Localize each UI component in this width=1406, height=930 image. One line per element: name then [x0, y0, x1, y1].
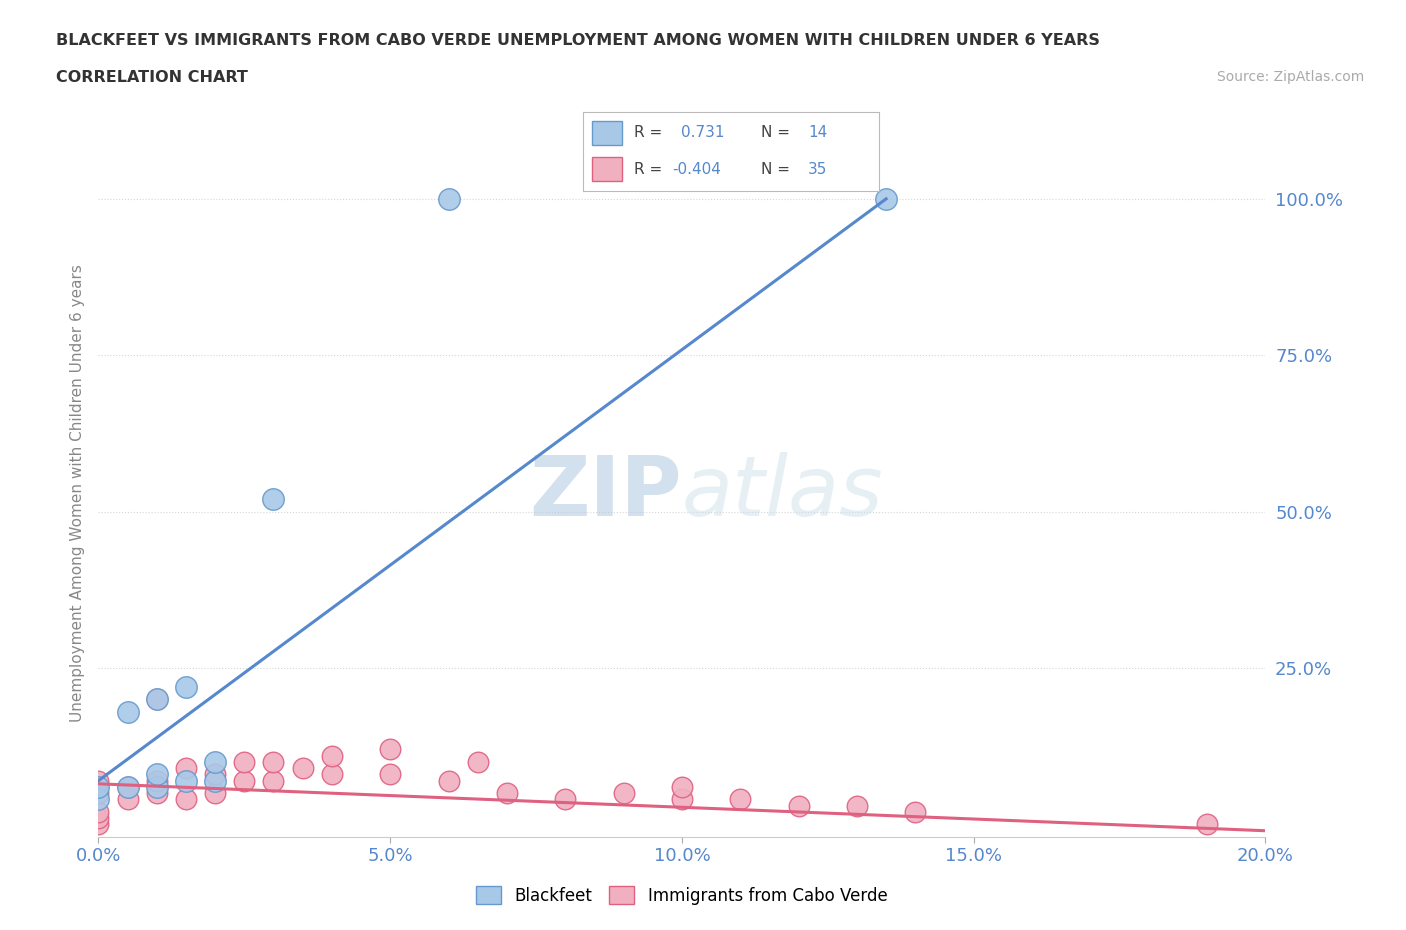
Point: [87, 779, 110, 794]
Point: [204, 767, 226, 782]
Text: R =: R =: [634, 126, 662, 140]
Point: [174, 761, 197, 776]
Point: [174, 792, 197, 807]
Text: BLACKFEET VS IMMIGRANTS FROM CABO VERDE UNEMPLOYMENT AMONG WOMEN WITH CHILDREN U: BLACKFEET VS IMMIGRANTS FROM CABO VERDE …: [56, 33, 1099, 47]
Point: [262, 773, 284, 788]
Point: [554, 792, 576, 807]
Bar: [592, 157, 621, 181]
Point: [1195, 817, 1218, 832]
Y-axis label: Unemployment Among Women with Children Under 6 years: Unemployment Among Women with Children U…: [69, 264, 84, 722]
Point: [204, 786, 226, 801]
Text: atlas: atlas: [682, 452, 883, 534]
Text: ZIP: ZIP: [530, 452, 682, 534]
Text: N =: N =: [761, 162, 790, 177]
Bar: [592, 121, 621, 145]
Point: [87, 804, 110, 819]
Text: 14: 14: [808, 126, 827, 140]
Point: [671, 792, 693, 807]
Text: -0.404: -0.404: [672, 162, 721, 177]
Point: [146, 767, 169, 782]
Point: [117, 792, 139, 807]
Point: [87, 773, 110, 788]
Point: [671, 779, 693, 794]
Text: CORRELATION CHART: CORRELATION CHART: [56, 70, 247, 85]
Point: [321, 749, 343, 764]
Point: [612, 786, 634, 801]
Point: [146, 773, 169, 788]
Point: [378, 742, 402, 757]
Text: N =: N =: [761, 126, 790, 140]
Point: [146, 779, 169, 794]
Text: 0.731: 0.731: [681, 126, 724, 140]
Text: 35: 35: [808, 162, 827, 177]
Point: [787, 798, 810, 813]
Point: [87, 817, 110, 832]
Point: [728, 792, 751, 807]
Point: [437, 192, 460, 206]
Point: [904, 804, 927, 819]
Point: [233, 773, 256, 788]
Text: Source: ZipAtlas.com: Source: ZipAtlas.com: [1216, 70, 1364, 84]
Point: [204, 773, 226, 788]
Point: [87, 811, 110, 826]
Point: [87, 792, 110, 807]
Text: R =: R =: [634, 162, 662, 177]
Point: [233, 754, 256, 769]
Point: [845, 798, 868, 813]
Point: [117, 779, 139, 794]
Point: [146, 692, 169, 707]
Point: [321, 767, 343, 782]
Point: [146, 692, 169, 707]
Point: [174, 773, 197, 788]
Point: [117, 779, 139, 794]
Point: [204, 754, 226, 769]
Point: [875, 192, 897, 206]
Point: [174, 680, 197, 695]
Point: [467, 754, 489, 769]
Point: [117, 704, 139, 719]
Point: [291, 761, 314, 776]
Point: [262, 492, 284, 507]
Point: [262, 754, 284, 769]
Point: [146, 786, 169, 801]
Point: [378, 767, 402, 782]
Point: [87, 786, 110, 801]
Point: [437, 773, 460, 788]
Legend: Blackfeet, Immigrants from Cabo Verde: Blackfeet, Immigrants from Cabo Verde: [470, 880, 894, 911]
Point: [495, 786, 517, 801]
